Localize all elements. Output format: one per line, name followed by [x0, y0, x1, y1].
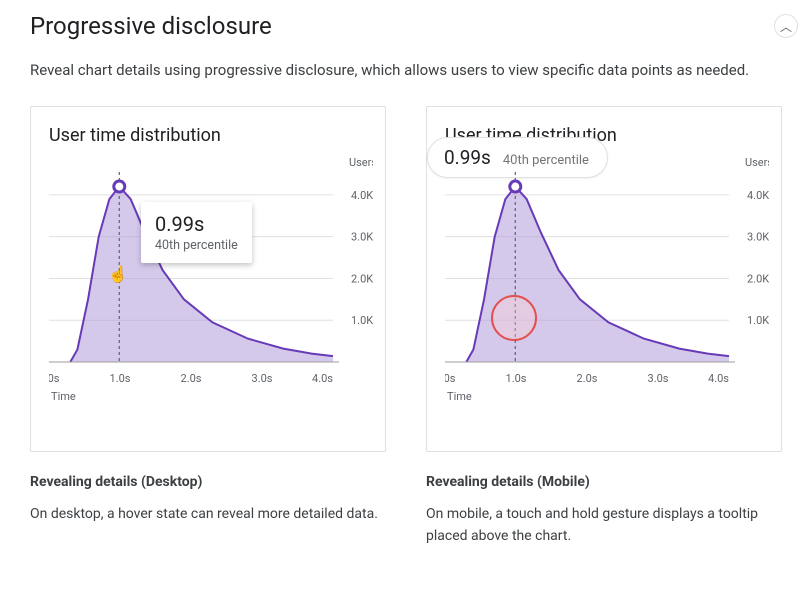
svg-text:1.0s: 1.0s [506, 372, 527, 385]
desktop-column: User time distribution 1.0K 2.0K 3.0K 4.0K U… [30, 106, 386, 547]
plot-area-desktop[interactable]: 1.0K2.0K3.0K4.0KUsers0.0s1.0s2.0s3.0s4.0… [49, 154, 367, 414]
svg-text:2.0K: 2.0K [351, 272, 373, 285]
caption-title-mobile: Revealing details (Mobile) [426, 474, 782, 490]
mobile-column: User time distribution 0.99s 40th percen… [426, 106, 782, 547]
chevron-up-icon: ︿ [780, 18, 792, 35]
svg-text:3.0s: 3.0s [252, 372, 273, 385]
svg-text:4.0s: 4.0s [312, 372, 333, 385]
svg-text:4.0s: 4.0s [708, 372, 729, 385]
page-title: Progressive disclosure [30, 12, 782, 40]
svg-text:Users: Users [349, 156, 373, 169]
tooltip-value: 0.99s [155, 212, 238, 236]
svg-text:2.0s: 2.0s [577, 372, 598, 385]
svg-text:4.0K: 4.0K [747, 189, 769, 202]
caption-body-desktop: On desktop, a hover state can reveal mor… [30, 504, 386, 526]
svg-text:1.0K: 1.0K [747, 314, 769, 327]
tooltip-percentile: 40th percentile [155, 238, 238, 253]
chart-title: User time distribution [49, 125, 367, 146]
caption-title-desktop: Revealing details (Desktop) [30, 474, 386, 490]
svg-text:3.0K: 3.0K [351, 231, 373, 244]
svg-text:Time: Time [51, 390, 76, 403]
svg-text:3.0K: 3.0K [747, 231, 769, 244]
svg-text:2.0s: 2.0s [181, 372, 202, 385]
plot-area-mobile[interactable]: 1.0K2.0K3.0K4.0KUsers0.0s1.0s2.0s3.0s4.0… [445, 154, 763, 414]
chart-card-desktop: User time distribution 1.0K 2.0K 3.0K 4.0K U… [30, 106, 386, 452]
caption-body-mobile: On mobile, a touch and hold gesture disp… [426, 504, 782, 547]
svg-text:3.0s: 3.0s [648, 372, 669, 385]
chart-svg-desktop: 1.0K 2.0K 3.0K 4.0K Users 0.0s 1.0s 2.0s 3.0s 4.0… [49, 154, 373, 414]
svg-text:0.0s: 0.0s [49, 372, 60, 385]
svg-text:1.0s: 1.0s [110, 372, 131, 385]
svg-text:0.0s: 0.0s [445, 372, 456, 385]
page-intro: Reveal chart details using progressive d… [30, 58, 750, 82]
svg-text:1.0K: 1.0K [351, 314, 373, 327]
chart-card-mobile: User time distribution 0.99s 40th percen… [426, 106, 782, 452]
cards-row: User time distribution 1.0K2.0K3.0K4.0KU… [30, 106, 782, 547]
chart-svg-mobile: 1.0K 2.0K 3.0K 4.0K Users 0.0s 1.0s 2.0s 3.0s 4.0… [445, 154, 769, 414]
tooltip-desktop: 0.99s 40th percentile [141, 202, 252, 263]
scroll-to-top-button[interactable]: ︿ [774, 14, 798, 38]
svg-text:Time: Time [447, 390, 472, 403]
svg-text:2.0K: 2.0K [747, 272, 769, 285]
svg-text:4.0K: 4.0K [351, 189, 373, 202]
svg-text:Users: Users [745, 156, 769, 169]
